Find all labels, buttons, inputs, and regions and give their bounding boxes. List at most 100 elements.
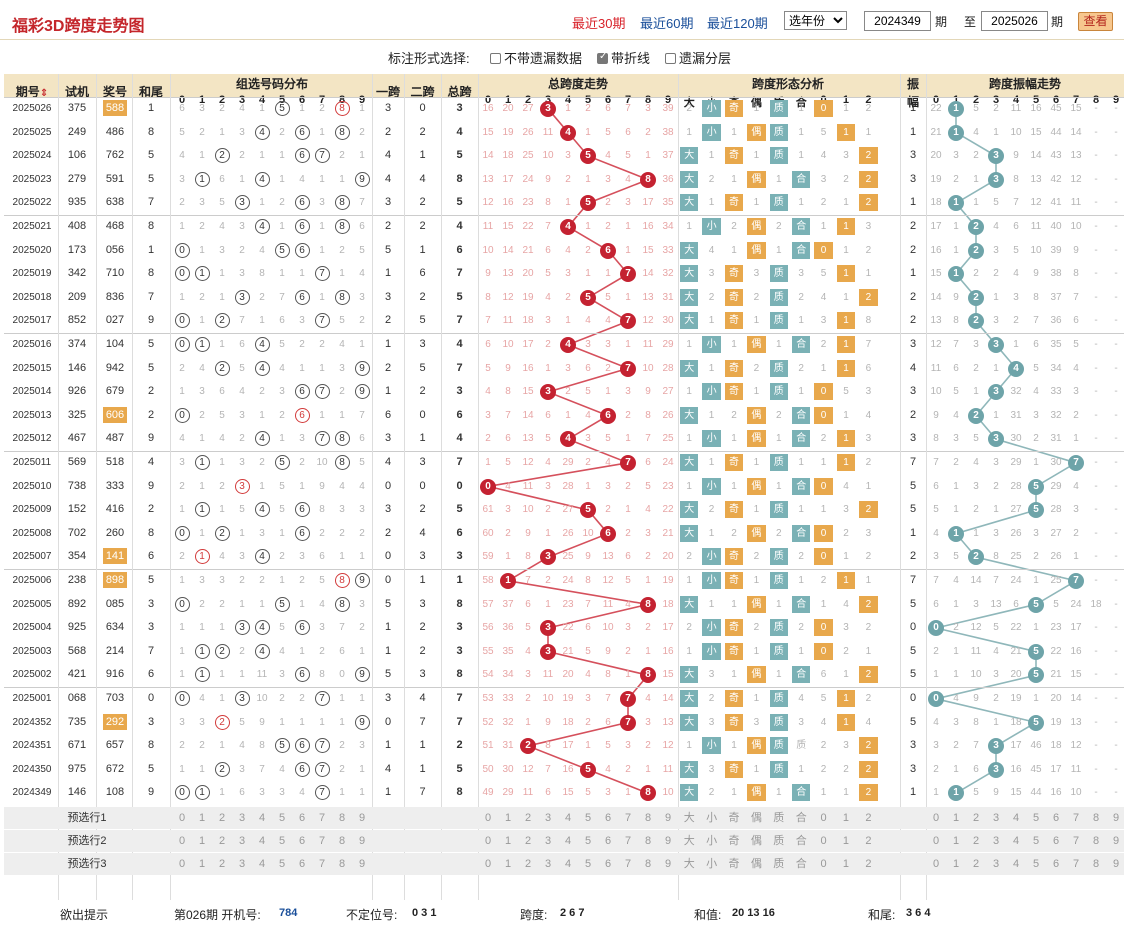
nav-recent-30[interactable]: 最近30期 xyxy=(572,16,626,31)
preselect-digit[interactable]: 5 xyxy=(1032,835,1040,847)
preselect-digit[interactable]: 6 xyxy=(298,858,306,870)
preselect-shape[interactable]: 质 xyxy=(773,858,785,870)
preselect-digit[interactable]: 5 xyxy=(584,812,592,824)
preselect-digit[interactable]: 5 xyxy=(584,835,592,847)
preselect-digit[interactable]: 8 xyxy=(338,858,346,870)
preselect-digit[interactable]: 5 xyxy=(278,858,286,870)
preselect-digit[interactable]: 1 xyxy=(198,812,206,824)
preselect-shape[interactable]: 奇 xyxy=(728,812,740,824)
preselect-digit[interactable]: 7 xyxy=(624,835,632,847)
checkbox-layer[interactable] xyxy=(665,53,676,64)
preselect-digit[interactable]: 4 xyxy=(258,858,266,870)
nav-recent-60[interactable]: 最近60期 xyxy=(640,16,694,31)
preselect-digit[interactable]: 3 xyxy=(544,858,552,870)
preselect-digit[interactable]: 6 xyxy=(604,858,612,870)
preselect-digit[interactable]: 7 xyxy=(318,858,326,870)
preselect-shape[interactable]: 质 xyxy=(773,812,785,824)
preselect-shape[interactable]: 0 xyxy=(820,835,827,847)
preselect-digit[interactable]: 9 xyxy=(1112,812,1120,824)
preselect-shape[interactable]: 1 xyxy=(842,812,850,824)
preselect-digit[interactable]: 4 xyxy=(564,858,572,870)
preselect-digit[interactable]: 5 xyxy=(584,858,592,870)
range-from-input[interactable] xyxy=(864,11,931,31)
preselect-digit[interactable]: 0 xyxy=(932,812,940,824)
preselect-shape[interactable]: 大 xyxy=(683,858,695,870)
preselect-digit[interactable]: 2 xyxy=(972,858,980,870)
preselect-shape[interactable]: 质 xyxy=(773,835,785,847)
preselect-digit[interactable]: 7 xyxy=(1072,812,1080,824)
preselect-digit[interactable]: 3 xyxy=(544,835,552,847)
preselect-digit[interactable]: 3 xyxy=(992,812,1000,824)
preselect-digit[interactable]: 1 xyxy=(504,835,512,847)
preselect-digit[interactable]: 6 xyxy=(1052,812,1060,824)
preselect-shape[interactable]: 合 xyxy=(795,835,807,847)
preselect-digit[interactable]: 2 xyxy=(524,858,532,870)
checkbox-polyline[interactable] xyxy=(597,51,608,64)
preselect-digit[interactable]: 6 xyxy=(298,812,306,824)
preselect-digit[interactable]: 0 xyxy=(178,835,186,847)
preselect-shape[interactable]: 小 xyxy=(706,858,718,870)
preselect-digit[interactable]: 3 xyxy=(238,858,246,870)
preselect-digit[interactable]: 9 xyxy=(664,812,672,824)
preselect-digit[interactable]: 6 xyxy=(604,812,612,824)
preselect-shape[interactable]: 2 xyxy=(865,812,872,824)
preselect-digit[interactable]: 1 xyxy=(952,858,960,870)
preselect-digit[interactable]: 8 xyxy=(644,835,652,847)
preselect-shape[interactable]: 0 xyxy=(820,858,827,870)
preselect-digit[interactable]: 4 xyxy=(1012,858,1020,870)
preselect-digit[interactable]: 9 xyxy=(358,812,366,824)
preselect-shape[interactable]: 小 xyxy=(706,812,718,824)
preselect-digit[interactable]: 0 xyxy=(484,835,492,847)
preselect-digit[interactable]: 7 xyxy=(624,858,632,870)
preselect-digit[interactable]: 9 xyxy=(358,835,366,847)
preselect-digit[interactable]: 9 xyxy=(664,858,672,870)
preselect-digit[interactable]: 9 xyxy=(1112,835,1120,847)
query-button[interactable]: 查看 xyxy=(1078,12,1113,31)
preselect-digit[interactable]: 6 xyxy=(604,835,612,847)
preselect-shape[interactable]: 1 xyxy=(842,858,850,870)
preselect-digit[interactable]: 3 xyxy=(992,835,1000,847)
preselect-shape[interactable]: 大 xyxy=(683,812,695,824)
preselect-digit[interactable]: 2 xyxy=(524,812,532,824)
preselect-digit[interactable]: 0 xyxy=(178,858,186,870)
preselect-shape[interactable]: 合 xyxy=(795,858,807,870)
preselect-digit[interactable]: 9 xyxy=(1112,858,1120,870)
preselect-digit[interactable]: 0 xyxy=(932,858,940,870)
preselect-digit[interactable]: 8 xyxy=(1092,812,1100,824)
preselect-digit[interactable]: 8 xyxy=(1092,835,1100,847)
preselect-digit[interactable]: 6 xyxy=(1052,858,1060,870)
preselect-shape[interactable]: 奇 xyxy=(728,835,740,847)
sort-arrows-icon[interactable]: ⇕ xyxy=(39,88,49,99)
preselect-digit[interactable]: 4 xyxy=(1012,812,1020,824)
preselect-digit[interactable]: 2 xyxy=(218,858,226,870)
preselect-shape[interactable]: 2 xyxy=(865,858,872,870)
range-to-input[interactable] xyxy=(981,11,1048,31)
preselect-digit[interactable]: 7 xyxy=(318,835,326,847)
year-select[interactable]: 选年份 xyxy=(784,11,847,30)
preselect-digit[interactable]: 2 xyxy=(972,812,980,824)
preselect-digit[interactable]: 1 xyxy=(198,835,206,847)
preselect-digit[interactable]: 5 xyxy=(278,835,286,847)
option-layer[interactable]: 遗漏分层 xyxy=(665,48,731,67)
preselect-digit[interactable]: 0 xyxy=(932,835,940,847)
preselect-digit[interactable]: 8 xyxy=(644,858,652,870)
preselect-digit[interactable]: 2 xyxy=(218,812,226,824)
preselect-digit[interactable]: 8 xyxy=(338,835,346,847)
preselect-row[interactable] xyxy=(4,853,1124,875)
preselect-digit[interactable]: 7 xyxy=(624,812,632,824)
preselect-digit[interactable]: 1 xyxy=(952,835,960,847)
preselect-digit[interactable]: 3 xyxy=(544,812,552,824)
preselect-digit[interactable]: 5 xyxy=(1032,858,1040,870)
preselect-digit[interactable]: 2 xyxy=(524,835,532,847)
preselect-digit[interactable]: 3 xyxy=(238,835,246,847)
preselect-digit[interactable]: 5 xyxy=(278,812,286,824)
checkbox-no-missing[interactable] xyxy=(490,53,501,64)
preselect-digit[interactable]: 3 xyxy=(238,812,246,824)
preselect-digit[interactable]: 4 xyxy=(1012,835,1020,847)
header-qihao[interactable]: 期号⇕ xyxy=(15,85,49,99)
preselect-digit[interactable]: 0 xyxy=(484,812,492,824)
preselect-digit[interactable]: 5 xyxy=(1032,812,1040,824)
preselect-digit[interactable]: 7 xyxy=(1072,858,1080,870)
preselect-shape[interactable]: 2 xyxy=(865,835,872,847)
preselect-digit[interactable]: 2 xyxy=(972,835,980,847)
